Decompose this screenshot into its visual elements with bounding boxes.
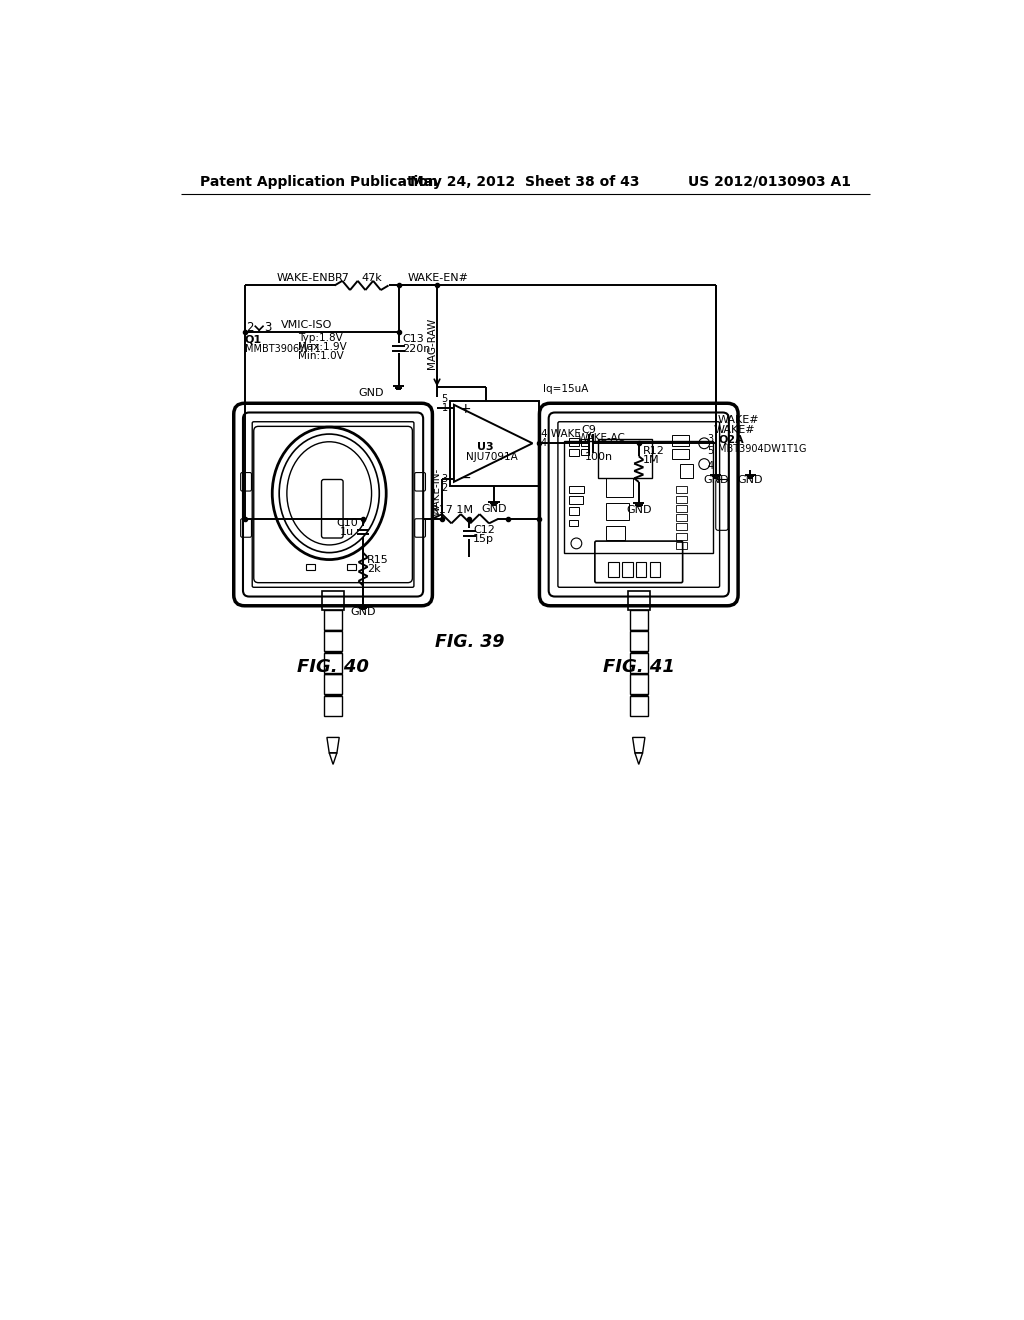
Text: C9: C9 [582, 425, 597, 436]
Text: R15: R15 [367, 554, 389, 565]
Bar [581, 449, 589, 455]
Text: 4: 4 [708, 462, 714, 471]
Bar [630, 696, 648, 715]
Bar [568, 507, 580, 515]
Bar [676, 524, 686, 531]
Text: MAG-RAW: MAG-RAW [427, 318, 437, 368]
Text: C12: C12 [473, 524, 495, 535]
Bar [347, 564, 356, 570]
Text: Patent Application Publication: Patent Application Publication [200, 174, 437, 189]
Text: FIG. 41: FIG. 41 [603, 657, 675, 676]
Bar [680, 465, 693, 478]
Text: 3: 3 [264, 321, 271, 334]
Text: GND: GND [358, 388, 384, 399]
Text: GND: GND [350, 607, 376, 616]
Bar [605, 478, 633, 498]
Bar [324, 631, 342, 651]
Bar [568, 496, 583, 504]
Text: 4: 4 [541, 438, 547, 449]
Text: 15p: 15p [473, 533, 495, 544]
Text: R17 1M: R17 1M [431, 504, 473, 515]
Text: WAKE#: WAKE# [718, 416, 760, 425]
Text: 4 WAKE: 4 WAKE [541, 429, 581, 440]
Text: Max:1.9V: Max:1.9V [298, 342, 347, 352]
Bar [581, 440, 589, 446]
Bar [649, 562, 660, 577]
Bar [324, 610, 342, 630]
Text: 3: 3 [708, 434, 714, 445]
Bar [324, 675, 342, 694]
Bar [598, 440, 652, 478]
Bar [568, 438, 580, 446]
Bar [306, 564, 315, 570]
Text: R12: R12 [643, 446, 665, 455]
Bar [630, 675, 648, 694]
Text: 5: 5 [441, 395, 447, 404]
Text: GND: GND [626, 504, 651, 515]
Text: Q2A: Q2A [718, 434, 743, 445]
Bar [324, 696, 342, 715]
Bar [672, 449, 689, 459]
Text: 1M: 1M [643, 455, 659, 465]
Text: 100n: 100n [585, 453, 613, 462]
Text: NJU7091A: NJU7091A [466, 453, 517, 462]
Text: Min:1.0V: Min:1.0V [298, 351, 344, 362]
Bar [568, 520, 578, 525]
Bar [608, 562, 618, 577]
Text: R7: R7 [335, 273, 349, 282]
Text: 47k: 47k [361, 273, 382, 282]
Text: U3: U3 [477, 442, 494, 453]
Text: GND: GND [703, 475, 728, 486]
Bar [630, 631, 648, 651]
Text: 1u: 1u [340, 527, 354, 537]
Text: 220n: 220n [402, 343, 431, 354]
Text: May 24, 2012  Sheet 38 of 43: May 24, 2012 Sheet 38 of 43 [410, 174, 640, 189]
Text: Q1: Q1 [245, 334, 262, 345]
Text: 5: 5 [708, 446, 714, 455]
Text: WAKE-ENB: WAKE-ENB [276, 273, 336, 282]
Bar [628, 591, 649, 610]
Text: 2k: 2k [367, 564, 381, 574]
Bar [605, 525, 625, 540]
Text: 2: 2 [441, 483, 447, 492]
Bar [323, 591, 344, 610]
Text: GND: GND [481, 504, 507, 513]
Bar [672, 434, 689, 446]
Text: −: − [460, 471, 471, 484]
Bar [568, 486, 584, 494]
Bar [676, 496, 686, 503]
Bar [676, 515, 686, 521]
Text: C10: C10 [336, 517, 358, 528]
Bar [568, 449, 580, 457]
Bar [324, 653, 342, 673]
Text: FIG. 40: FIG. 40 [297, 657, 369, 676]
Text: C13: C13 [402, 334, 424, 345]
Text: WAKE#: WAKE# [714, 425, 755, 436]
Text: US 2012/0130903 A1: US 2012/0130903 A1 [687, 174, 851, 189]
Text: MMBT3906WT1: MMBT3906WT1 [245, 343, 321, 354]
Text: MBT3904DW1T1G: MBT3904DW1T1G [718, 445, 807, 454]
Text: VMIC-ISO: VMIC-ISO [281, 321, 332, 330]
Text: WAKE-IN-: WAKE-IN- [431, 467, 441, 516]
Bar [630, 653, 648, 673]
Bar [630, 610, 648, 630]
Bar [605, 503, 629, 520]
Text: FIG. 39: FIG. 39 [434, 634, 504, 651]
Text: 1: 1 [441, 403, 447, 413]
Bar [636, 562, 646, 577]
Bar [676, 543, 686, 549]
Text: GND: GND [737, 475, 763, 486]
Text: Typ:1.8V: Typ:1.8V [298, 333, 343, 343]
Text: +: + [460, 401, 471, 416]
Text: Iq=15uA: Iq=15uA [543, 384, 588, 395]
FancyBboxPatch shape [451, 401, 539, 486]
Bar [676, 533, 686, 540]
Bar [622, 562, 633, 577]
Text: WAKE-EN#: WAKE-EN# [408, 273, 469, 282]
Text: 3: 3 [441, 474, 447, 483]
Text: WAKE-AC: WAKE-AC [578, 433, 625, 444]
Bar [676, 487, 686, 494]
Bar [676, 506, 686, 512]
Text: 2: 2 [246, 321, 254, 334]
